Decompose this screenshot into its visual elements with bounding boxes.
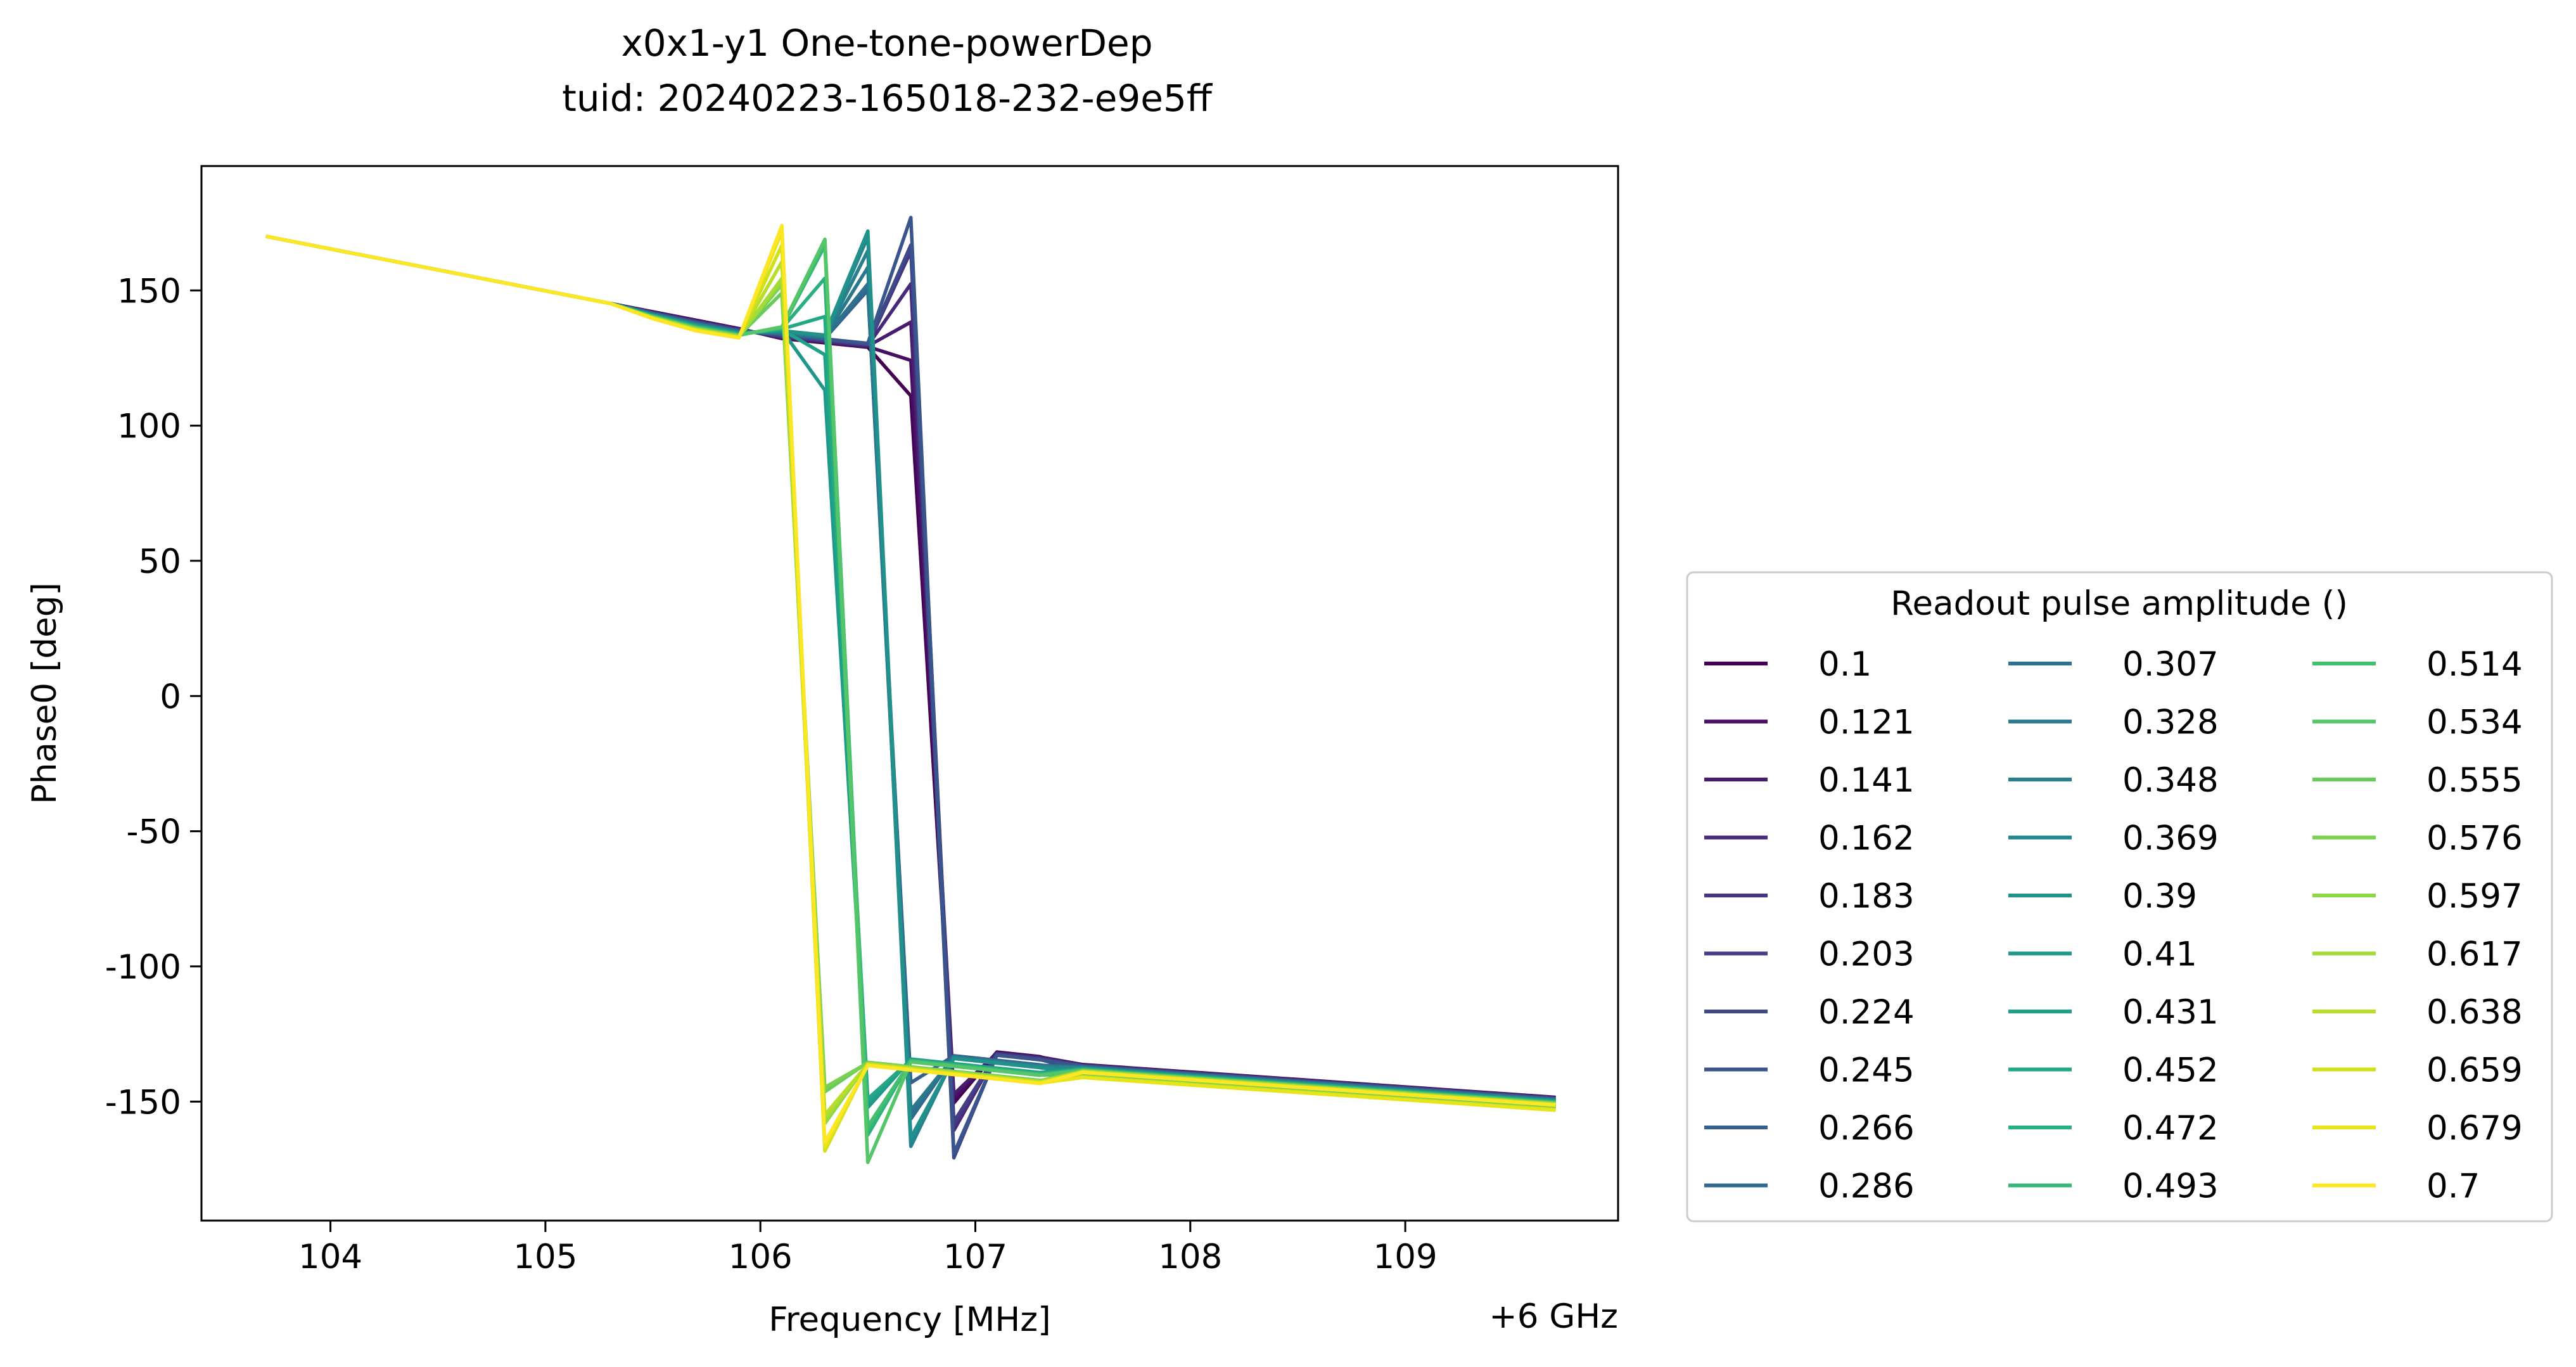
legend-label: 0.452 <box>2122 1051 2219 1090</box>
legend-label: 0.307 <box>2122 645 2219 684</box>
x-axis-label: Frequency [MHz] <box>768 1300 1050 1339</box>
series-line-0.7 <box>265 224 1556 1145</box>
chart-subtitle: tuid: 20240223-165018-232-e9e5ff <box>562 77 1213 120</box>
legend-label: 0.7 <box>2426 1167 2480 1206</box>
legend-label: 0.41 <box>2122 935 2197 974</box>
legend-label: 0.328 <box>2122 703 2219 742</box>
legend-label: 0.555 <box>2426 761 2523 800</box>
legend-label: 0.431 <box>2122 993 2219 1032</box>
y-tick-label: -150 <box>105 1083 181 1122</box>
legend-label: 0.266 <box>1818 1109 1915 1148</box>
x-tick-label: 107 <box>943 1238 1007 1276</box>
legend-label: 0.203 <box>1818 935 1915 974</box>
legend-label: 0.183 <box>1818 877 1915 916</box>
y-tick-label: 50 <box>139 542 181 581</box>
y-axis: 150 100 50 0 -50 -100 -150 <box>105 272 201 1122</box>
legend-label: 0.141 <box>1818 761 1915 800</box>
legend-label: 0.534 <box>2426 703 2523 742</box>
legend-title: Readout pulse amplitude () <box>1891 584 2348 623</box>
legend-label: 0.245 <box>1818 1051 1915 1090</box>
legend-label: 0.597 <box>2426 877 2523 916</box>
legend-label: 0.348 <box>2122 761 2219 800</box>
legend-label: 0.638 <box>2426 993 2523 1032</box>
plot-lines <box>265 215 1556 1164</box>
legend-label: 0.472 <box>2122 1109 2219 1148</box>
legend-label: 0.576 <box>2426 819 2523 858</box>
legend-label: 0.162 <box>1818 819 1915 858</box>
series-line-0.121 <box>265 234 1556 1101</box>
y-tick-label: 150 <box>117 272 181 311</box>
legend-box <box>1686 571 2553 1223</box>
legend-label: 0.514 <box>2426 645 2523 684</box>
y-tick-label: 100 <box>117 408 181 446</box>
legend-label: 0.659 <box>2426 1051 2523 1090</box>
legend-label: 0.121 <box>1818 703 1915 742</box>
x-offset-label: +6 GHz <box>1489 1297 1618 1336</box>
x-tick-label: 105 <box>513 1238 577 1276</box>
y-axis-label: Phase0 [deg] <box>25 582 64 804</box>
series-line-0.245 <box>265 215 1556 1155</box>
plot-frame <box>200 165 1619 1222</box>
x-tick-label: 104 <box>298 1238 362 1276</box>
legend: Readout pulse amplitude () 0.1 0.121 0.141… <box>1686 571 2553 1223</box>
legend-label: 0.39 <box>2122 877 2197 916</box>
y-tick-label: -50 <box>126 813 181 852</box>
x-tick-label: 108 <box>1158 1238 1222 1276</box>
legend-items: 0.1 0.121 0.141 0.162 0.183 0.203 0.224 0.245 0.… <box>1704 645 2523 1206</box>
x-tick-label: 109 <box>1374 1238 1438 1276</box>
legend-label: 0.493 <box>2122 1167 2219 1206</box>
chart-title: x0x1-y1 One-tone-powerDep <box>621 22 1152 65</box>
legend-label: 0.1 <box>1818 645 1871 684</box>
legend-label: 0.617 <box>2426 935 2523 974</box>
y-tick-label: 0 <box>160 677 181 716</box>
legend-label: 0.679 <box>2426 1109 2523 1148</box>
x-tick-label: 106 <box>729 1238 793 1276</box>
legend-label: 0.369 <box>2122 819 2219 858</box>
x-axis: 104 105 106 107 108 109 <box>298 1221 1438 1276</box>
legend-label: 0.224 <box>1818 993 1915 1032</box>
legend-label: 0.286 <box>1818 1167 1915 1206</box>
y-tick-label: -100 <box>105 948 181 987</box>
